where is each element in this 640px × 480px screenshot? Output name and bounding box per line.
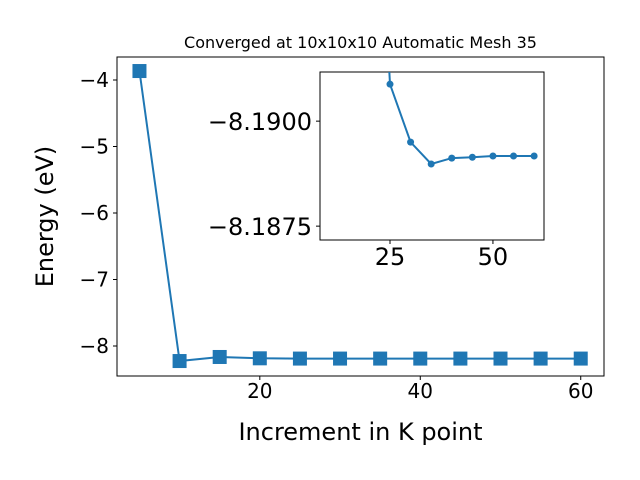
marker [407, 138, 415, 146]
marker [453, 351, 468, 366]
marker [132, 64, 147, 79]
x-tick-label: 60 [568, 379, 593, 403]
marker [427, 160, 435, 168]
marker [386, 80, 394, 88]
x-tick-label: 20 [247, 379, 272, 403]
marker [510, 152, 518, 160]
x-tick-label: 40 [408, 379, 433, 403]
marker [448, 154, 456, 162]
marker [533, 351, 548, 366]
series-group [132, 64, 588, 369]
y-tick-label: −8 [80, 334, 109, 358]
marker [573, 351, 588, 366]
marker [493, 351, 508, 366]
y-axis-label: Energy (eV) [31, 146, 59, 288]
marker [172, 354, 187, 369]
y-tick-label: −8.1900 [208, 108, 312, 136]
marker [413, 351, 428, 366]
chart-title: Converged at 10x10x10 Automatic Mesh 35 [184, 33, 537, 52]
marker [333, 351, 348, 366]
y-tick-label: −8.1875 [208, 213, 312, 241]
marker [373, 351, 388, 366]
x-tick-label: 50 [478, 243, 509, 271]
x-tick-label: 25 [375, 243, 406, 271]
y-tick-label: −5 [80, 135, 109, 159]
y-tick-label: −7 [80, 268, 109, 292]
marker [212, 349, 227, 364]
marker [468, 153, 476, 161]
marker [292, 351, 307, 366]
y-tick-label: −4 [80, 68, 109, 92]
x-axis-label: Increment in K point [238, 418, 482, 446]
marker [489, 152, 497, 160]
y-tick-label: −6 [80, 201, 109, 225]
marker [530, 152, 538, 160]
marker [252, 351, 267, 366]
series-group [386, 72, 538, 168]
